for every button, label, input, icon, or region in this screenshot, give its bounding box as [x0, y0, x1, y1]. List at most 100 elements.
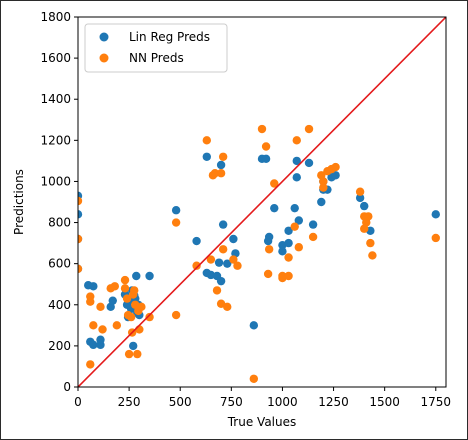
x-tick-label: 250 [118, 395, 141, 409]
nn-point [355, 187, 365, 196]
markers-layer [78, 124, 440, 383]
lin-reg-point [171, 206, 181, 215]
nn-point [78, 234, 83, 244]
lin-reg-point [278, 247, 287, 256]
nn-point [112, 321, 122, 330]
nn-point [135, 325, 144, 334]
nn-point [284, 253, 293, 262]
reference-line-layer [78, 17, 446, 387]
lin-reg-point [249, 321, 259, 330]
nn-point [120, 284, 130, 293]
nn-point [368, 251, 377, 260]
nn-point [223, 302, 232, 312]
nn-point [124, 349, 134, 359]
y-tick-label: 1600 [40, 51, 71, 65]
nn-point [206, 255, 216, 264]
nn-point [264, 245, 274, 254]
lin-reg-point [317, 197, 326, 207]
x-axis: 0 250 500 750 1000 1250 1500 1750 [74, 387, 451, 409]
lin-reg-point [261, 154, 271, 164]
nn-point [216, 169, 226, 178]
lin-reg-point [129, 341, 138, 351]
y-tick-label: 800 [48, 216, 71, 230]
legend-marker-lin-reg [99, 32, 109, 42]
nn-point [78, 264, 83, 274]
nn-point [126, 312, 136, 322]
nn-point [294, 243, 303, 252]
legend-label-nn: NN Preds [129, 51, 184, 65]
y-tick-label: 1400 [40, 92, 71, 106]
legend-marker-nn [99, 53, 109, 63]
y-tick-label: 400 [48, 298, 71, 312]
nn-point [130, 286, 139, 295]
nn-point [304, 124, 314, 134]
nn-point [122, 294, 132, 303]
lin-reg-point [284, 238, 293, 248]
lin-reg-point [292, 156, 301, 166]
y-tick-label: 200 [48, 339, 71, 353]
legend: Lin Reg Preds NN Preds [84, 23, 228, 73]
nn-point [137, 302, 146, 312]
x-tick-label: 0 [74, 395, 82, 409]
lin-reg-point [360, 201, 369, 211]
x-tick-label: 750 [220, 395, 243, 409]
nn-point [319, 177, 328, 186]
lin-reg-point [218, 220, 228, 229]
nn-point [218, 152, 228, 161]
nn-point [364, 212, 373, 221]
nn-point [210, 169, 220, 178]
nn-point [308, 232, 318, 242]
lin-reg-point [304, 158, 314, 168]
nn-point [249, 374, 259, 383]
y-tick-label: 1000 [40, 174, 71, 188]
nn-point [257, 124, 267, 134]
nn-point [171, 310, 181, 320]
lin-reg-point [270, 203, 279, 213]
lin-reg-point [202, 152, 211, 161]
nn-point [86, 360, 95, 369]
nn-point [233, 261, 242, 270]
lin-reg-point [192, 236, 201, 246]
nn-point [120, 275, 130, 285]
nn-point [431, 233, 440, 243]
nn-point [110, 282, 120, 291]
legend-box [84, 23, 228, 73]
nn-point [229, 255, 238, 264]
nn-point [192, 261, 201, 270]
nn-point [218, 245, 228, 254]
y-axis-title: Predictions [12, 169, 26, 235]
lin-reg-point [145, 271, 154, 281]
nn-point [171, 218, 181, 227]
lin-reg-point [89, 340, 98, 350]
lin-reg-point [264, 232, 274, 242]
lin-reg-point [89, 282, 98, 291]
x-tick-label: 1500 [369, 395, 400, 409]
nn-point [133, 349, 142, 359]
y-tick-label: 600 [48, 257, 71, 271]
nn-point [212, 286, 222, 295]
lin-reg-point [229, 234, 238, 244]
plot-area [77, 16, 447, 388]
y-tick-label: 0 [63, 380, 71, 394]
legend-label-lin-reg: Lin Reg Preds [129, 30, 210, 44]
lin-reg-point [78, 210, 83, 219]
nn-point [263, 269, 273, 279]
x-tick-label: 1250 [318, 395, 349, 409]
identity-reference-line [78, 17, 446, 387]
nn-point [145, 312, 154, 322]
lin-reg-point [294, 216, 303, 225]
lin-reg-point [132, 271, 141, 281]
lin-reg-point [96, 335, 105, 344]
lin-reg-point [308, 220, 318, 229]
y-tick-label: 1800 [40, 10, 71, 24]
nn-point [292, 136, 301, 145]
nn-point [331, 162, 340, 172]
nn-point [290, 222, 299, 231]
lin-reg-point [331, 171, 340, 180]
nn-point [89, 321, 98, 330]
nn-point [366, 238, 375, 248]
x-axis-title: True Values [227, 415, 297, 429]
lin-reg-point [292, 173, 301, 182]
